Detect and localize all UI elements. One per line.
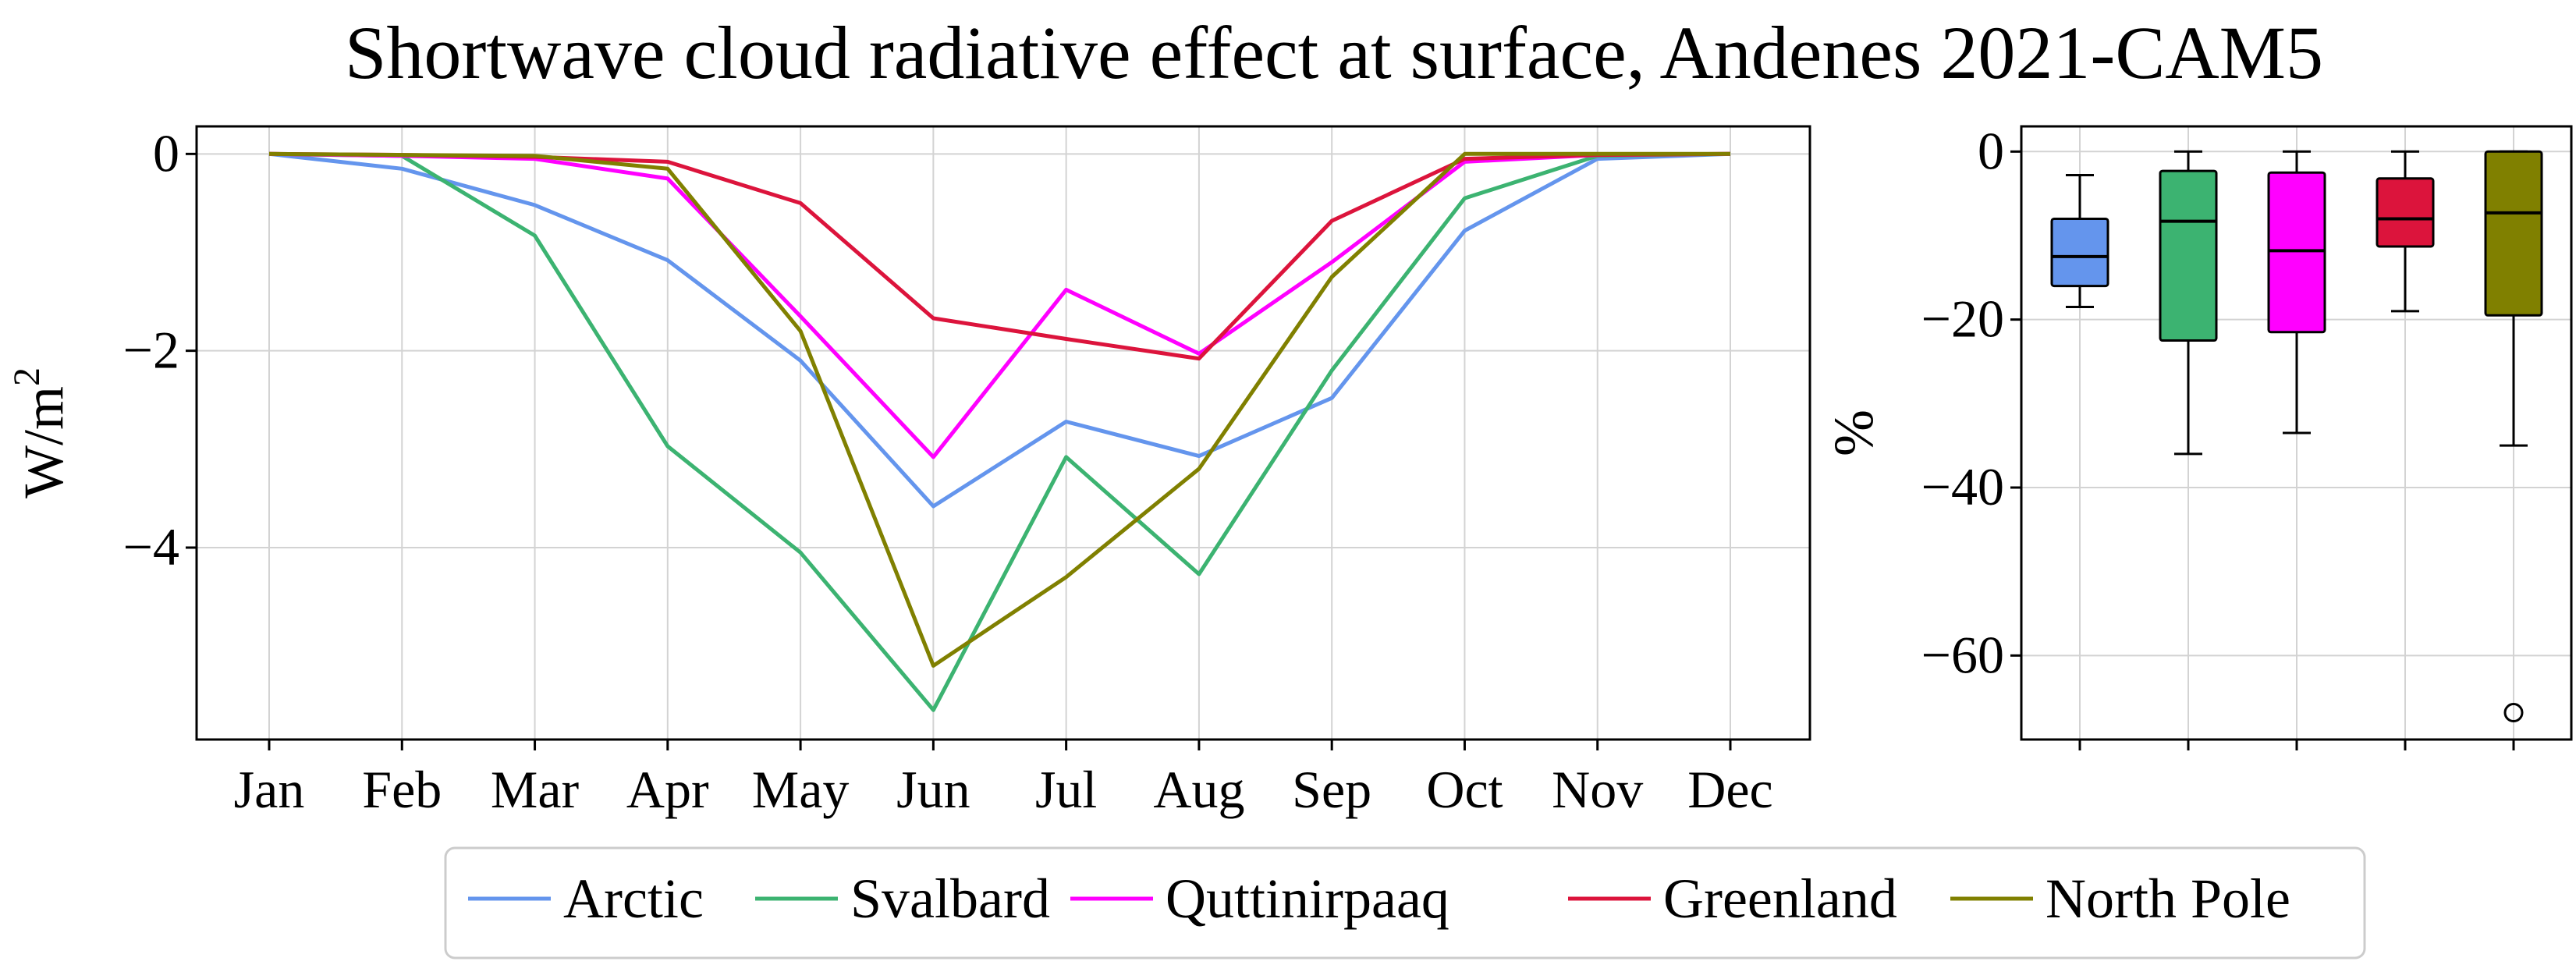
box-north-pole [2484,150,2543,723]
x-tick-label-apr: Apr [626,760,709,819]
series-line-svalbard [268,151,1731,712]
box-arctic [2050,173,2109,308]
line-plot-series [268,151,1731,712]
y-tick-label: −20 [1921,289,2004,349]
y-tick-label: −60 [1921,625,2004,684]
box-quttinirpaaq [2267,150,2326,435]
legend: Arctic Svalbard Quttinirpaaq Greenland North… [444,846,2366,959]
legend-entry-north-pole: North Pole [1950,867,2290,930]
box-plot-y-ticks: 0 −20 −40 −60 [1921,121,2021,684]
box-iqr [2050,217,2109,288]
legend-frame [444,846,2366,959]
legend-label: Svalbard [850,867,1050,930]
y-tick-label: −4 [123,517,179,576]
x-tick-label-sep: Sep [1292,760,1371,819]
line-plot-grid [197,126,1810,740]
legend-label: Quttinirpaaq [1166,867,1449,930]
box-plot-y-label: % [1822,410,1885,456]
y-tick-label: 0 [153,123,179,183]
box-iqr [2484,150,2543,317]
box-iqr [2267,171,2326,334]
box-plot-x-ticks [2078,740,2515,750]
box-iqr [2376,177,2435,248]
x-tick-label-nov: Nov [1552,760,1643,819]
line-plot-x-ticks: Jan Feb Mar Apr May Jun Jul Aug Sep Oct Nov Dec [234,740,1773,819]
legend-entry-arctic: Arctic [468,867,704,930]
x-tick-label-jul: Jul [1035,760,1097,819]
x-tick-label-jun: Jun [896,760,970,819]
legend-entry-svalbard: Svalbard [755,867,1050,930]
series-line-quttinirpaaq [268,151,1731,459]
legend-label: North Pole [2046,867,2290,930]
box-svalbard [2159,150,2218,456]
legend-entries: Arctic Svalbard Quttinirpaaq Greenland North… [468,867,2290,930]
legend-label: Arctic [563,867,704,930]
line-plot-y-ticks: 0 −2 −4 [123,123,197,576]
box-plot-panel: 0 −20 −40 −60 % [1822,121,2573,750]
x-tick-label-jan: Jan [234,760,305,819]
x-tick-label-may: May [752,760,850,819]
series-line-north-pole [268,151,1730,668]
line-plot-frame [195,125,1811,741]
y-tick-label: −2 [123,321,179,380]
legend-label: Greenland [1663,867,1897,930]
legend-entry-greenland: Greenland [1568,867,1897,930]
x-tick-label-dec: Dec [1687,760,1772,819]
x-tick-label-mar: Mar [491,760,580,819]
x-tick-label-aug: Aug [1153,760,1244,819]
series-line-arctic [268,151,1731,509]
outlier-point [2503,703,2524,723]
box-greenland [2376,150,2435,313]
x-tick-label-feb: Feb [362,760,442,819]
chart-title: Shortwave cloud radiative effect at surf… [345,11,2323,94]
legend-entry-quttinirpaaq: Quttinirpaaq [1070,867,1449,930]
x-tick-label-oct: Oct [1426,760,1503,819]
y-tick-label: 0 [1978,121,2004,180]
box-iqr [2159,169,2218,342]
line-plot-panel: 0 −2 −4 Jan Feb Mar Apr May Jun Jul Aug Sep Oct Nov D… [6,123,1811,819]
y-tick-label: −40 [1921,457,2004,516]
box-plot-boxes [2050,150,2543,723]
line-plot-y-label: W/m2 [6,367,75,498]
